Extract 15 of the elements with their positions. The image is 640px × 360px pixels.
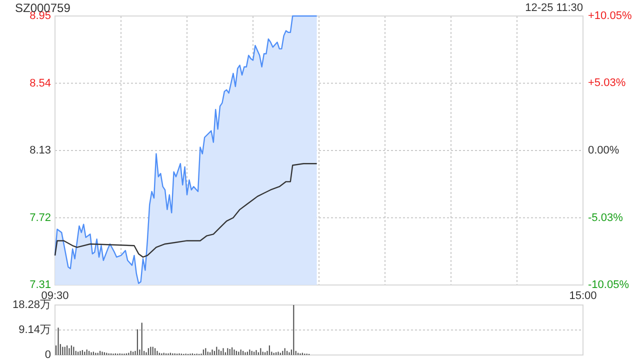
- y2-tick-label: -10.05%: [588, 279, 630, 291]
- y-tick-label: 0: [44, 349, 51, 360]
- x-tick-label: 15:00: [569, 290, 597, 302]
- y-tick-label: 8.54: [30, 77, 51, 90]
- y2-tick-label: +10.05%: [588, 10, 632, 22]
- y-tick-label: 7.72: [30, 212, 51, 224]
- y2-tick-label: -5.03%: [588, 212, 624, 224]
- text: 12-25 11:30: [525, 2, 583, 14]
- y-tick-label: 9.14万: [18, 324, 51, 336]
- y-tick-label: 7.31: [30, 279, 51, 291]
- y2-tick-label: +5.03%: [588, 77, 626, 90]
- y2-tick-label: 0.00%: [588, 144, 620, 156]
- y-tick-label: 18.28万: [12, 299, 51, 311]
- line-series: [54, 163, 318, 258]
- y-tick-label: 8.13: [30, 144, 51, 156]
